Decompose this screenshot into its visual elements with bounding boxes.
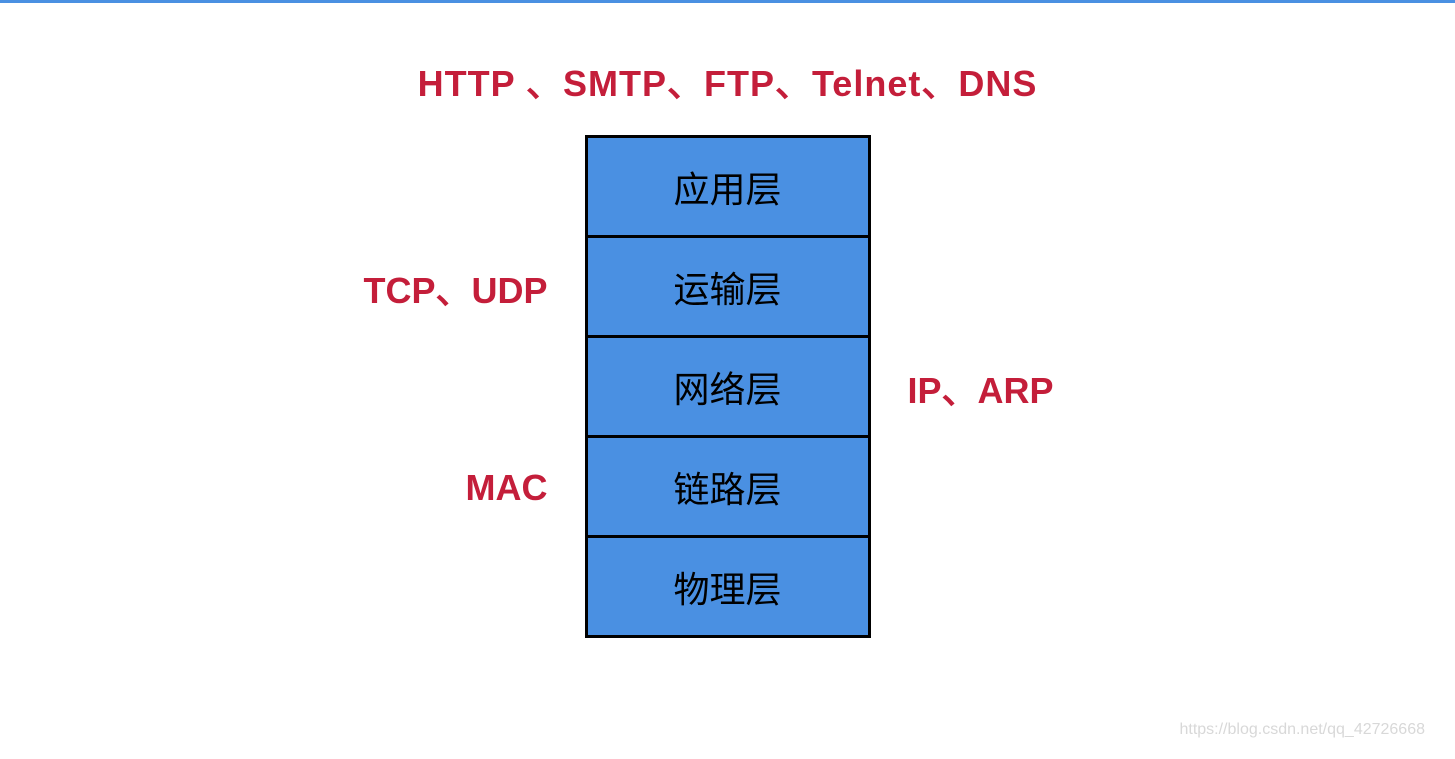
network-protocols-label: IP、ARP	[908, 362, 1054, 414]
layer-name: 物理层	[673, 561, 781, 613]
layer-name: 运输层	[673, 261, 781, 313]
layer-box: 运输层	[588, 238, 868, 338]
layer-name: 应用层	[673, 161, 781, 213]
link-protocols-label: MAC	[466, 467, 548, 509]
layer-box: 网络层	[588, 338, 868, 438]
layer-row-link: MAC 链路层	[588, 438, 868, 538]
layer-box: 应用层	[588, 138, 868, 238]
layer-box: 物理层	[588, 538, 868, 638]
watermark-text: https://blog.csdn.net/qq_42726668	[1179, 721, 1425, 739]
layer-row-network: 网络层 IP、ARP	[588, 338, 868, 438]
transport-protocols-label: TCP、UDP	[363, 262, 547, 314]
layer-row-physical: 物理层	[588, 538, 868, 638]
network-layers-diagram: HTTP 、SMTP、FTP、Telnet、DNS 应用层 TCP、UDP 运输…	[0, 55, 1455, 638]
layer-name: 链路层	[673, 461, 781, 513]
layers-stack: 应用层 TCP、UDP 运输层 网络层 IP、ARP MAC 链路层 物理层	[585, 135, 871, 638]
application-layer-protocols-label: HTTP 、SMTP、FTP、Telnet、DNS	[418, 55, 1038, 107]
top-border-line	[0, 0, 1455, 3]
layer-box: 链路层	[588, 438, 868, 538]
layer-name: 网络层	[673, 361, 781, 413]
layer-row-application: 应用层	[588, 138, 868, 238]
layer-row-transport: TCP、UDP 运输层	[588, 238, 868, 338]
